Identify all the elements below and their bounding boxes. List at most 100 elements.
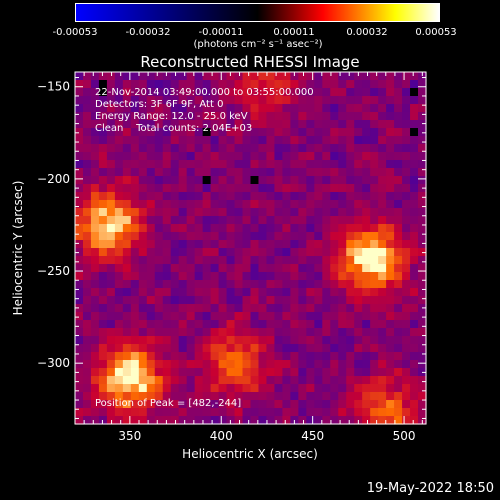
heatmap-cell — [370, 216, 379, 225]
heatmap-cell — [226, 368, 236, 377]
heatmap-cell — [234, 256, 244, 265]
heatmap-cell — [154, 384, 164, 393]
heatmap-cell — [210, 336, 220, 345]
heatmap-cell — [258, 352, 268, 361]
heatmap-cell — [370, 248, 379, 257]
heatmap-cell — [202, 112, 212, 121]
heatmap-cell — [218, 400, 228, 409]
heatmap-cell — [194, 408, 204, 417]
heatmap-cell — [154, 168, 164, 177]
heatmap-cell — [314, 384, 323, 393]
heatmap-cell — [282, 80, 291, 89]
heatmap-cell — [290, 144, 299, 153]
heatmap-cell — [186, 224, 196, 233]
heatmap-cell — [186, 392, 196, 401]
heatmap-cell — [274, 352, 284, 361]
heatmap-cell — [346, 152, 355, 161]
heatmap-cell — [298, 128, 307, 137]
heatmap-cell — [258, 400, 268, 409]
heatmap-cell — [178, 416, 188, 425]
heatmap-cell — [402, 304, 411, 313]
heatmap-cell — [298, 344, 307, 353]
heatmap-cell — [242, 296, 252, 305]
heatmap-cell — [122, 112, 132, 121]
heatmap-cell — [346, 312, 355, 321]
heatmap-cell — [234, 104, 244, 113]
heatmap-cell — [106, 264, 116, 273]
heatmap-cell — [242, 184, 252, 193]
heatmap-cell — [298, 352, 307, 361]
heatmap-cell — [306, 368, 315, 377]
heatmap-cell — [218, 288, 228, 297]
heatmap-cell — [410, 400, 419, 409]
heatmap-cell — [210, 312, 220, 321]
heatmap-cell — [226, 336, 236, 345]
heatmap-cell — [162, 72, 172, 81]
heatmap-cell — [82, 392, 92, 401]
heatmap-cell — [106, 368, 116, 377]
heatmap-cell — [362, 208, 371, 217]
heatmap-cell — [170, 368, 180, 377]
heatmap-cell — [418, 264, 427, 273]
heatmap-cell — [298, 240, 307, 249]
heatmap-cell — [322, 152, 331, 161]
heatmap-cell — [202, 240, 212, 249]
heatmap-cell — [418, 320, 427, 329]
heatmap-cell — [386, 208, 395, 217]
heatmap-cell — [250, 96, 260, 105]
heatmap-cell — [186, 272, 196, 281]
heatmap-cell — [282, 232, 291, 241]
heatmap-cell — [162, 152, 172, 161]
heatmap-cell — [170, 256, 180, 265]
heatmap-cell — [266, 296, 276, 305]
heatmap-cell — [90, 240, 100, 249]
heatmap-cell — [338, 136, 347, 145]
heatmap-cell — [386, 352, 395, 361]
heatmap-cell — [330, 112, 339, 121]
heatmap-cell — [90, 360, 100, 369]
heatmap-cell — [130, 368, 140, 377]
heatmap-cell — [75, 328, 84, 337]
heatmap-cell — [306, 112, 315, 121]
heatmap-cell — [90, 120, 100, 129]
time-range: 22-Nov-2014 03:49:00.000 to 03:55:00.000 — [95, 87, 314, 98]
heatmap-cell — [330, 416, 339, 425]
heatmap-cell — [282, 72, 291, 81]
heatmap-cell — [330, 128, 339, 137]
heatmap-cell — [90, 224, 100, 233]
heatmap-cell — [210, 192, 220, 201]
heatmap-cell — [98, 168, 108, 177]
heatmap-cell — [178, 328, 188, 337]
heatmap-cell — [322, 200, 331, 209]
heatmap-cell — [75, 376, 84, 385]
heatmap-cell — [402, 136, 411, 145]
heatmap-cell — [306, 96, 315, 105]
heatmap-cell — [402, 416, 411, 425]
heatmap-cell — [162, 296, 172, 305]
heatmap-cell — [362, 160, 371, 169]
heatmap-cell — [410, 248, 419, 257]
heatmap-cell — [338, 256, 347, 265]
heatmap-cell — [274, 184, 284, 193]
heatmap-cell — [186, 240, 196, 249]
heatmap-cell — [386, 368, 395, 377]
heatmap-cell — [90, 352, 100, 361]
heatmap-cell — [266, 240, 276, 249]
heatmap-cell — [90, 128, 100, 137]
heatmap-cell — [402, 408, 411, 417]
heatmap-cell — [410, 192, 419, 201]
heatmap-cell — [226, 192, 236, 201]
heatmap-cell — [162, 160, 172, 169]
heatmap-cell — [162, 368, 172, 377]
heatmap-cell — [98, 328, 108, 337]
heatmap-cell — [266, 344, 276, 353]
heatmap-cell — [162, 280, 172, 289]
heatmap-cell — [106, 72, 116, 81]
heatmap-cell — [82, 376, 92, 385]
x-tick-label: 400 — [210, 429, 233, 443]
heatmap-cell — [386, 176, 395, 185]
heatmap-cell — [178, 344, 188, 353]
heatmap-cell — [122, 136, 132, 145]
heatmap-cell — [266, 376, 276, 385]
heatmap-cell — [306, 408, 315, 417]
